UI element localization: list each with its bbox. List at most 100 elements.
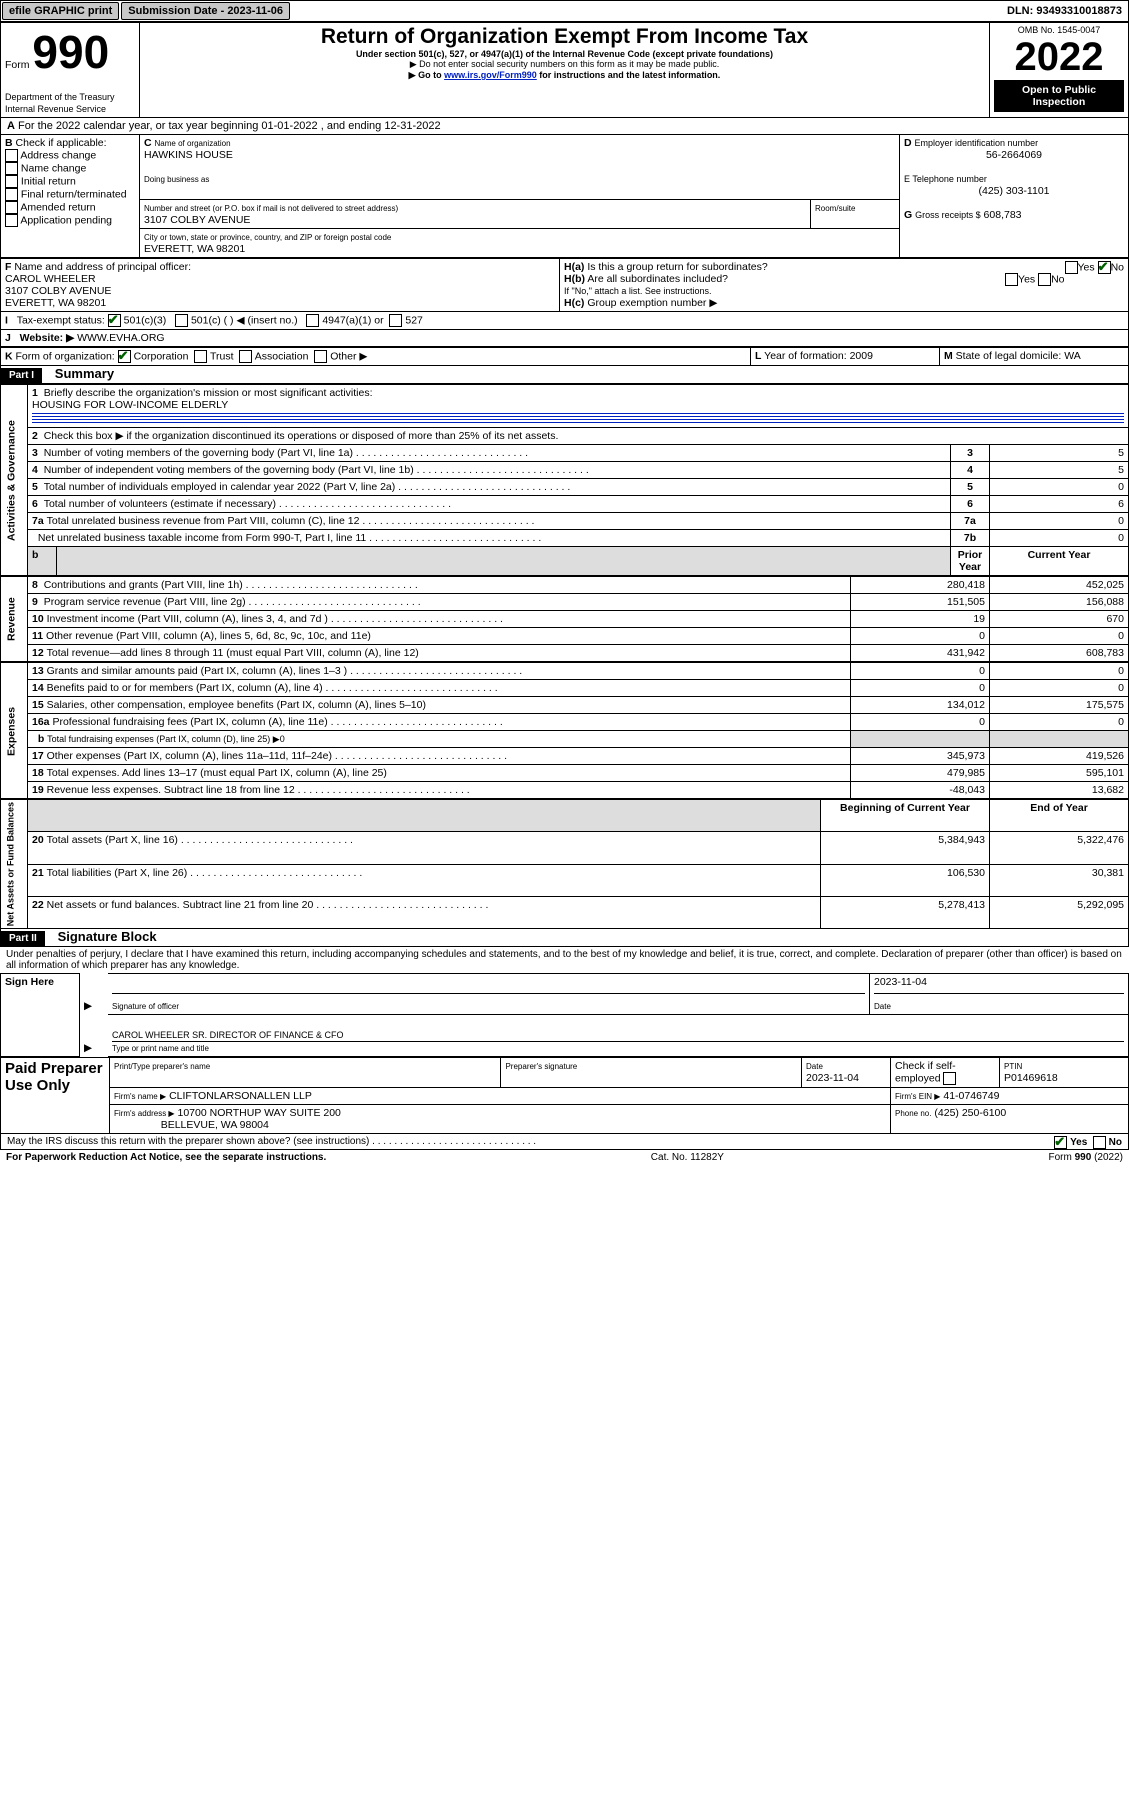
irs-link[interactable]: www.irs.gov/Form990 <box>444 70 537 80</box>
exp-n-6: 18 <box>32 767 44 779</box>
opt-final-return: Final return/terminated <box>21 188 127 200</box>
goto-post: for instructions and the latest informat… <box>537 70 721 80</box>
side-rev: Revenue <box>1 577 28 662</box>
may-irs-row: May the IRS discuss this return with the… <box>0 1134 1129 1150</box>
officer-addr1: 3107 COLBY AVENUE <box>5 285 111 297</box>
part2-heading: Signature Block <box>48 929 157 944</box>
dept-treasury: Department of the Treasury <box>5 92 115 102</box>
opt-app-pending: Application pending <box>20 214 112 226</box>
rev-p-3: 0 <box>851 628 990 645</box>
irs-label: Internal Revenue Service <box>5 104 106 114</box>
exp-c-2: 175,575 <box>990 697 1129 714</box>
exp-n-5: 17 <box>32 750 44 762</box>
hb-text: Are all subordinates included? <box>587 273 728 285</box>
exp-n-2: 15 <box>32 699 44 711</box>
na-c-2: 5,292,095 <box>990 896 1129 928</box>
chk-irs-yes[interactable] <box>1054 1136 1067 1149</box>
chk-hb-yes[interactable] <box>1005 273 1018 286</box>
form-label: Form <box>5 59 30 71</box>
efile-button[interactable]: efile GRAPHIC print <box>2 2 119 20</box>
part1-heading: Summary <box>45 366 114 381</box>
chk-irs-no[interactable] <box>1093 1136 1106 1149</box>
exp-n-1: 14 <box>32 682 44 694</box>
chk-ha-no[interactable] <box>1098 261 1111 274</box>
chk-501c[interactable] <box>175 314 188 327</box>
chk-name-change[interactable] <box>5 162 18 175</box>
chk-4947[interactable] <box>306 314 319 327</box>
exp-t-3: Professional fundraising fees (Part IX, … <box>52 716 327 728</box>
opt-address-change: Address change <box>20 149 96 161</box>
na-t-2: Net assets or fund balances. Subtract li… <box>47 899 314 911</box>
ag-v-0: 5 <box>990 445 1129 462</box>
rev-n-4: 12 <box>32 647 44 659</box>
ag-box-2: 5 <box>951 479 990 496</box>
chk-app-pending[interactable] <box>5 214 18 227</box>
chk-assoc[interactable] <box>239 350 252 363</box>
goto-note: ▶ Go to www.irs.gov/Form990 for instruct… <box>144 70 985 81</box>
sig-date-lbl: Date <box>874 1002 891 1011</box>
type-name-lbl: Type or print name and title <box>112 1044 209 1053</box>
chk-amended-return[interactable] <box>5 201 18 214</box>
opt-trust: Trust <box>210 350 234 362</box>
gross-lbl: Gross receipts $ <box>915 210 981 220</box>
col-end: End of Year <box>990 800 1129 832</box>
website-value: WWW.EVHA.ORG <box>77 332 165 344</box>
line-a: A For the 2022 calendar year, or tax yea… <box>0 118 1129 134</box>
cat-no: Cat. No. 11282Y <box>651 1152 724 1163</box>
chk-address-change[interactable] <box>5 149 18 162</box>
rev-t-0: Contributions and grants (Part VIII, lin… <box>44 579 243 591</box>
chk-501c3[interactable] <box>108 314 121 327</box>
domicile-state: WA <box>1064 350 1081 362</box>
chk-corp[interactable] <box>118 350 131 363</box>
exp-c-6: 595,101 <box>990 765 1129 782</box>
prep-date-value: 2023-11-04 <box>806 1072 859 1084</box>
officer-name: CAROL WHEELER <box>5 273 96 285</box>
firm-name-lbl: Firm's name ▶ <box>114 1092 166 1101</box>
chk-initial-return[interactable] <box>5 175 18 188</box>
ag-n-4: 7a <box>32 515 44 527</box>
q2-text: Check this box ▶ if the organization dis… <box>44 430 559 442</box>
chk-trust[interactable] <box>194 350 207 363</box>
rev-t-4: Total revenue—add lines 8 through 11 (mu… <box>47 647 419 659</box>
exp-c-3: 0 <box>990 714 1129 731</box>
paperwork-notice: For Paperwork Reduction Act Notice, see … <box>6 1152 326 1163</box>
exp-t-7: Revenue less expenses. Subtract line 18 … <box>47 784 295 796</box>
chk-other[interactable] <box>314 350 327 363</box>
street-value: 3107 COLBY AVENUE <box>144 214 250 226</box>
exp-t-0: Grants and similar amounts paid (Part IX… <box>47 665 348 677</box>
firm-addr-lbl: Firm's address ▶ <box>114 1109 175 1118</box>
ag-box-0: 3 <box>951 445 990 462</box>
exp-n-3: 16a <box>32 716 50 728</box>
submission-date-button[interactable]: Submission Date - 2023-11-06 <box>121 2 290 20</box>
hc-text: Group exemption number ▶ <box>587 297 717 309</box>
chk-self-employed[interactable] <box>943 1072 956 1085</box>
dln-text: DLN: 93493310018873 <box>1001 3 1128 19</box>
ag-v-3: 6 <box>990 496 1129 513</box>
ag-n-2: 5 <box>32 481 38 493</box>
chk-527[interactable] <box>389 314 402 327</box>
sig-officer-lbl: Signature of officer <box>112 1002 179 1011</box>
chk-ha-yes[interactable] <box>1065 261 1078 274</box>
rev-c-4: 608,783 <box>990 645 1129 662</box>
topbar: efile GRAPHIC print Submission Date - 20… <box>0 0 1129 22</box>
phone-lbl: E Telephone number <box>904 174 987 184</box>
chk-final-return[interactable] <box>5 188 18 201</box>
exp-t-6: Total expenses. Add lines 13–17 (must eq… <box>47 767 387 779</box>
chk-hb-no[interactable] <box>1038 273 1051 286</box>
na-t-1: Total liabilities (Part X, line 26) <box>47 867 188 879</box>
rev-t-3: Other revenue (Part VIII, column (A), li… <box>46 630 371 642</box>
revenue-table: Revenue 8 Contributions and grants (Part… <box>0 576 1129 662</box>
exp-c-4 <box>990 731 1129 748</box>
exp-p-6: 479,985 <box>851 765 990 782</box>
ein-value: 56-2664069 <box>904 149 1124 161</box>
rev-c-2: 670 <box>990 611 1129 628</box>
na-p-0: 5,384,943 <box>821 832 990 864</box>
part1-header: Part I Summary <box>0 366 1129 384</box>
city-lbl: City or town, state or province, country… <box>144 233 391 242</box>
goto-pre: ▶ Go to <box>409 70 444 80</box>
opt-assoc: Association <box>255 350 309 362</box>
ag-box-4: 7a <box>951 513 990 530</box>
k-lbl: Form of organization: <box>16 350 115 362</box>
opt-amended-return: Amended return <box>20 201 95 213</box>
line-a-text: For the 2022 calendar year, or tax year … <box>18 120 441 132</box>
